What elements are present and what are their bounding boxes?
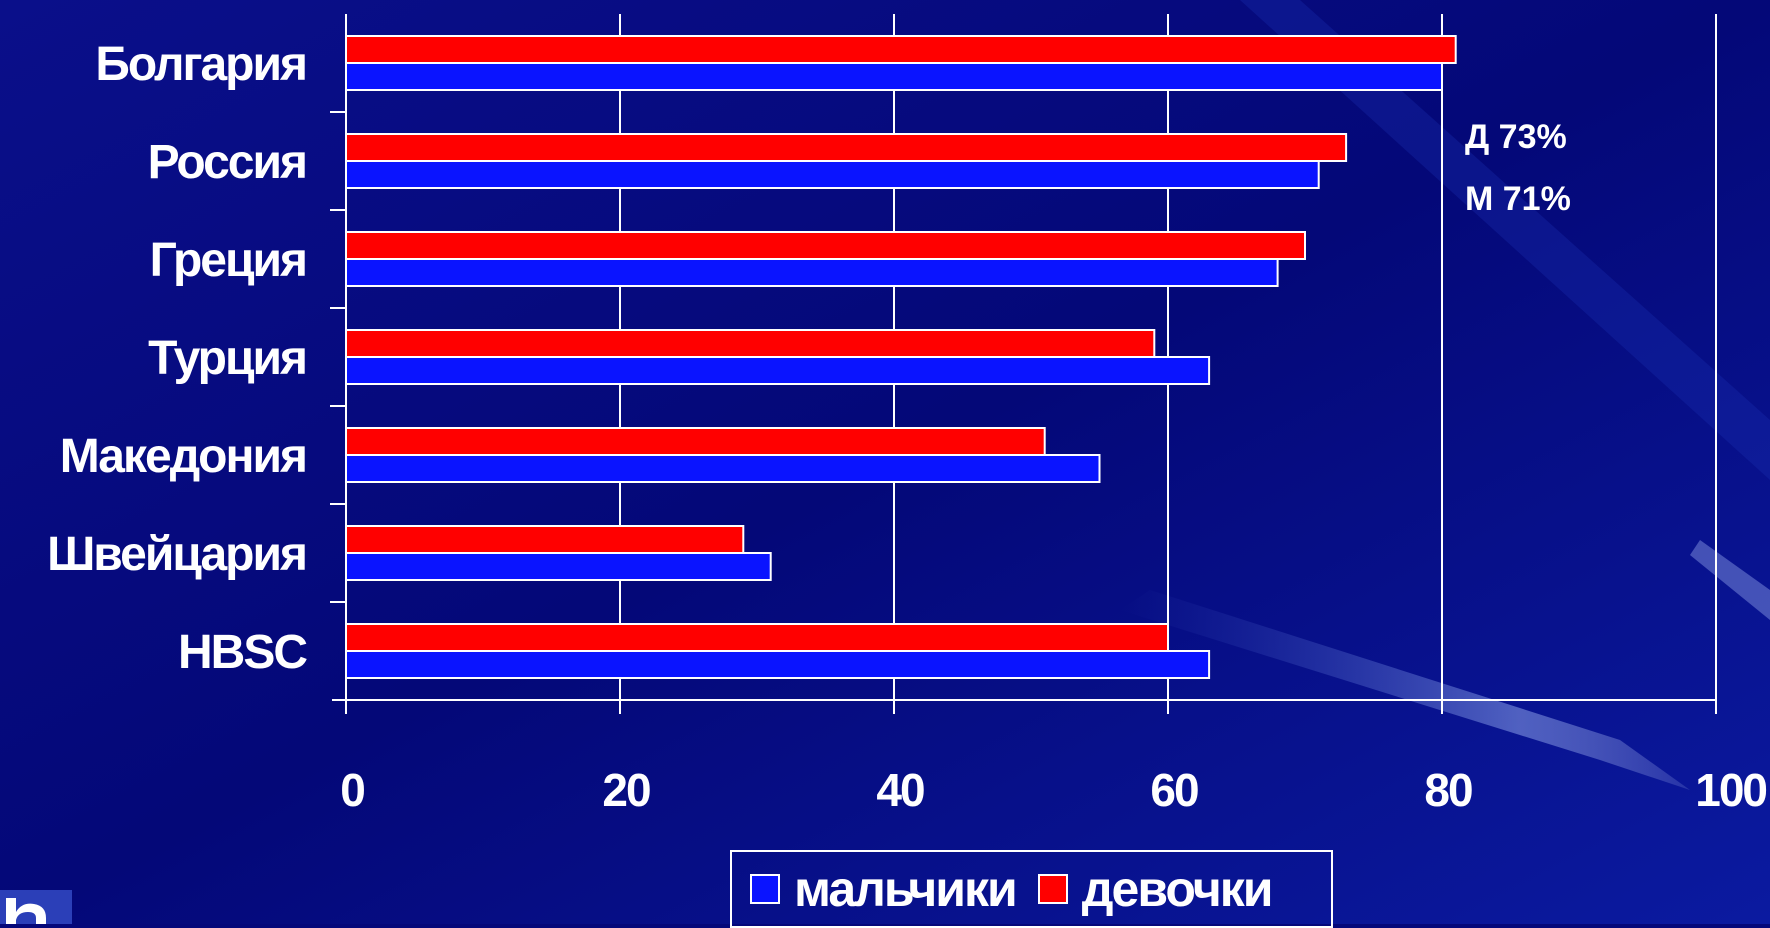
chart-legend: мальчики девочки (730, 850, 1333, 928)
legend-swatch-boys (750, 874, 780, 904)
category-label-0: Болгария (95, 38, 306, 91)
bar-girls-0 (345, 35, 1457, 64)
boys-annotation: М 71% (1465, 180, 1571, 218)
x-tick-label-2: 40 (876, 764, 924, 816)
logo-icon (0, 890, 72, 924)
bar-girls-5 (345, 525, 745, 554)
bar-boys-1 (345, 160, 1320, 189)
x-tick-label-5: 100 (1695, 764, 1766, 816)
legend-item-girls: девочки (1037, 861, 1274, 917)
legend-swatch-girls (1037, 874, 1068, 904)
x-tick-label-0: 0 (340, 764, 364, 816)
bar-boys-0 (345, 62, 1443, 91)
legend-label-boys: мальчики (794, 861, 1018, 917)
legend-label-girls: девочки (1081, 861, 1274, 917)
bar-girls-4 (345, 427, 1046, 456)
category-label-4: Македония (60, 430, 306, 483)
category-label-1: Россия (148, 136, 306, 189)
bar-boys-4 (345, 454, 1101, 483)
bar-girls-2 (345, 231, 1306, 260)
bar-boys-5 (345, 552, 772, 581)
x-tick-label-4: 80 (1424, 764, 1472, 816)
bar-girls-1 (345, 133, 1348, 162)
bar-girls-3 (345, 329, 1156, 358)
bar-boys-2 (345, 258, 1279, 287)
girls-annotation: Д 73% (1465, 118, 1567, 156)
x-tick-label-3: 60 (1150, 764, 1198, 816)
bar-boys-3 (345, 356, 1211, 385)
bar-girls-6 (345, 623, 1169, 652)
category-label-3: Турция (148, 332, 306, 385)
category-label-2: Греция (150, 234, 306, 287)
category-label-6: HBSC (178, 626, 307, 679)
bar-boys-6 (345, 650, 1211, 679)
legend-item-boys: мальчики (750, 861, 1018, 917)
category-label-5: Швейцария (47, 528, 306, 581)
x-tick-label-1: 20 (602, 764, 650, 816)
